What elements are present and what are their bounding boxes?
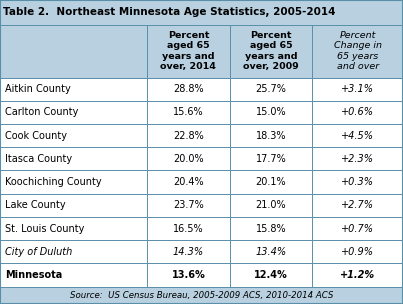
Text: +0.6%: +0.6% <box>341 107 374 117</box>
Text: Table 2.  Northeast Minnesota Age Statistics, 2005-2014: Table 2. Northeast Minnesota Age Statist… <box>3 7 336 17</box>
Text: +4.5%: +4.5% <box>341 131 374 141</box>
Text: St. Louis County: St. Louis County <box>5 223 85 233</box>
Bar <box>0 171 147 194</box>
Bar <box>230 78 312 101</box>
Bar <box>230 147 312 171</box>
Text: Aitkin County: Aitkin County <box>5 84 71 94</box>
Bar <box>230 101 312 124</box>
Bar <box>312 240 403 263</box>
Text: 20.1%: 20.1% <box>256 177 286 187</box>
Text: 15.6%: 15.6% <box>173 107 204 117</box>
Bar <box>230 171 312 194</box>
Bar <box>0 263 147 287</box>
Bar <box>230 124 312 147</box>
Bar <box>0 240 147 263</box>
Text: 20.0%: 20.0% <box>173 154 204 164</box>
Bar <box>147 25 230 78</box>
Bar <box>312 217 403 240</box>
Text: +1.2%: +1.2% <box>340 270 375 280</box>
Text: Carlton County: Carlton County <box>5 107 79 117</box>
Bar <box>312 101 403 124</box>
Text: 22.8%: 22.8% <box>173 131 204 141</box>
Bar <box>312 194 403 217</box>
Text: 15.8%: 15.8% <box>256 223 286 233</box>
Text: 20.4%: 20.4% <box>173 177 204 187</box>
Text: 14.3%: 14.3% <box>173 247 204 257</box>
Bar <box>312 124 403 147</box>
Bar <box>0 101 147 124</box>
Text: Itasca County: Itasca County <box>5 154 73 164</box>
Text: 13.4%: 13.4% <box>256 247 287 257</box>
Bar <box>312 25 403 78</box>
Bar <box>147 78 230 101</box>
Text: 25.7%: 25.7% <box>256 84 287 94</box>
Text: Percent
Change in
65 years
and over: Percent Change in 65 years and over <box>334 31 382 71</box>
Bar <box>147 124 230 147</box>
Text: +3.1%: +3.1% <box>341 84 374 94</box>
Bar <box>147 240 230 263</box>
Text: 21.0%: 21.0% <box>256 200 286 210</box>
Text: Cook County: Cook County <box>5 131 67 141</box>
Bar <box>147 263 230 287</box>
Text: +2.7%: +2.7% <box>341 200 374 210</box>
Bar <box>0 25 147 78</box>
Bar <box>230 263 312 287</box>
Text: 16.5%: 16.5% <box>173 223 204 233</box>
Bar <box>0 287 403 304</box>
Bar <box>147 101 230 124</box>
Bar <box>230 217 312 240</box>
Text: 18.3%: 18.3% <box>256 131 286 141</box>
Text: City of Duluth: City of Duluth <box>5 247 73 257</box>
Text: 13.6%: 13.6% <box>172 270 205 280</box>
Bar <box>147 171 230 194</box>
Text: +2.3%: +2.3% <box>341 154 374 164</box>
Text: Koochiching County: Koochiching County <box>5 177 102 187</box>
Text: Lake County: Lake County <box>5 200 66 210</box>
Bar <box>312 147 403 171</box>
Bar <box>0 217 147 240</box>
Text: 23.7%: 23.7% <box>173 200 204 210</box>
Bar <box>0 147 147 171</box>
Bar <box>0 124 147 147</box>
Bar <box>230 25 312 78</box>
Text: 28.8%: 28.8% <box>173 84 204 94</box>
Text: Percent
aged 65
years and
over, 2014: Percent aged 65 years and over, 2014 <box>160 31 216 71</box>
Bar <box>0 194 147 217</box>
Bar <box>147 217 230 240</box>
Text: Minnesota: Minnesota <box>5 270 62 280</box>
Bar <box>0 0 403 25</box>
Text: +0.9%: +0.9% <box>341 247 374 257</box>
Text: 12.4%: 12.4% <box>254 270 288 280</box>
Bar <box>312 263 403 287</box>
Bar <box>147 194 230 217</box>
Text: Percent
aged 65
years and
over, 2009: Percent aged 65 years and over, 2009 <box>243 31 299 71</box>
Bar <box>147 147 230 171</box>
Text: +0.3%: +0.3% <box>341 177 374 187</box>
Text: +0.7%: +0.7% <box>341 223 374 233</box>
Bar <box>230 194 312 217</box>
Text: 15.0%: 15.0% <box>256 107 286 117</box>
Text: Source:  US Census Bureau, 2005-2009 ACS, 2010-2014 ACS: Source: US Census Bureau, 2005-2009 ACS,… <box>70 291 333 300</box>
Bar <box>312 171 403 194</box>
Bar <box>312 78 403 101</box>
Bar <box>0 78 147 101</box>
Bar <box>230 240 312 263</box>
Text: 17.7%: 17.7% <box>256 154 287 164</box>
